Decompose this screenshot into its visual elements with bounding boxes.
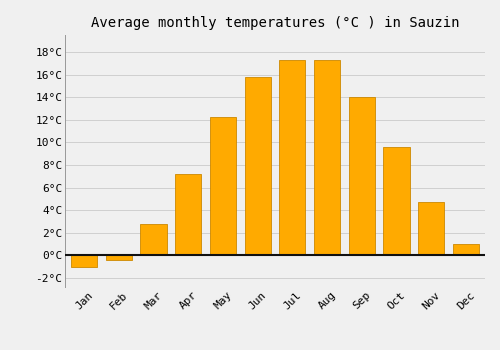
Bar xyxy=(106,256,132,260)
Bar xyxy=(244,77,270,256)
Bar xyxy=(71,256,97,267)
Bar xyxy=(453,244,479,256)
Bar xyxy=(280,60,305,255)
Bar xyxy=(418,202,444,256)
Bar xyxy=(349,97,375,256)
Bar xyxy=(210,118,236,256)
Bar xyxy=(175,174,201,256)
Bar xyxy=(140,224,166,256)
Bar xyxy=(314,60,340,255)
Bar xyxy=(384,147,409,256)
Title: Average monthly temperatures (°C ) in Sauzin: Average monthly temperatures (°C ) in Sa… xyxy=(91,16,459,30)
